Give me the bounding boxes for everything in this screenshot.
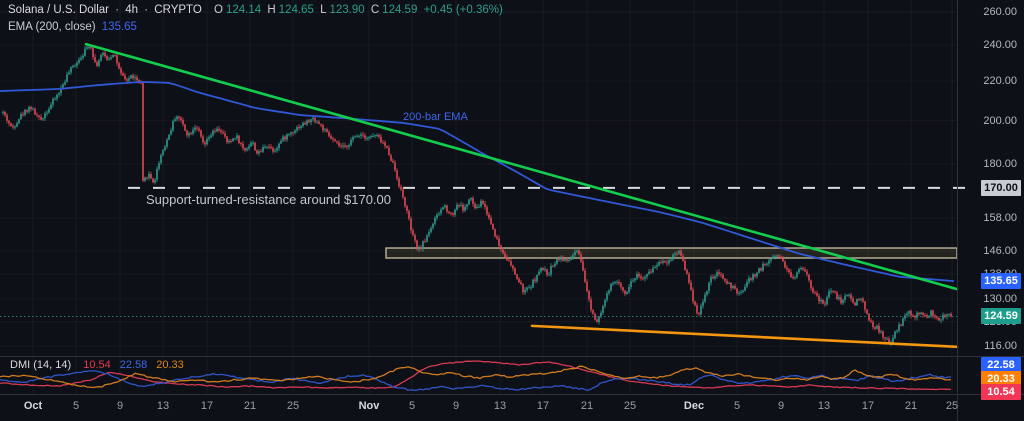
last-price-badge: 124.59 [981,308,1021,325]
symbol-title: Solana / U.S. Dollar [8,4,109,16]
time-tick-label: 5 [733,400,741,412]
high-label: H [267,4,276,16]
price-tick-label: 180.00 [983,158,1017,171]
time-axis[interactable]: Oct 5 9 13 17 21 25 Nov 5 9 13 17 21 25 Dec 5 9 13 17 21 25 [0,395,959,421]
open-value: 124.14 [225,4,262,16]
descending-resistance-trendline[interactable] [84,42,959,291]
price-tick-label: 130.00 [983,292,1017,305]
market-label: CRYPTO [154,4,202,16]
legend-separator: · [144,4,149,16]
price-tick-label: 158.00 [983,212,1017,225]
dmi-minus_di-line[interactable] [0,365,952,389]
low-label: L [320,4,327,16]
time-tick-label: 13 [156,400,170,412]
time-tick-label: 9 [777,400,785,412]
time-tick-label: 21 [580,400,594,412]
time-tick-label: 9 [116,400,124,412]
time-tick-label: 17 [200,400,214,412]
price-tick-label: 116.00 [984,340,1017,353]
supply-zone-box[interactable] [385,247,958,259]
dmi-legend-value: 22.58 [119,359,148,371]
price-tick-label: 220.00 [983,75,1017,88]
price-tick-label: 260.00 [983,6,1017,18]
ema-200-line[interactable] [0,81,955,282]
time-tick-label: 13 [817,400,831,412]
symbol-legend-row[interactable]: Solana / U.S. Dollar · 4h · CRYPTO O 124.… [8,4,506,16]
time-tick-label: Oct [23,400,43,412]
dmi-value-badge: 20.33 [981,370,1021,387]
time-tick-label: 9 [452,400,460,412]
time-tick-label: 13 [493,400,507,412]
dmi-plus_di-line[interactable] [0,370,951,391]
ema-indicator-value: 135.65 [101,21,137,33]
open-label: O [214,4,223,16]
dmi-legend-value: 10.54 [83,359,111,371]
time-tick-label: 17 [861,400,875,412]
high-value: 124.65 [278,4,314,16]
ema-legend-row[interactable]: EMA (200, close) 135.65 [8,21,140,33]
lower-support-trendline[interactable] [530,324,959,349]
ema-line-text-label[interactable]: 200-bar EMA [403,111,468,123]
resistance-annotation-text[interactable]: Support-turned-resistance around $170.00 [146,192,391,207]
ema-indicator-label: EMA (200, close) [8,21,96,33]
dmi-adx-line[interactable] [0,360,952,391]
time-tick-label: Dec [683,400,705,412]
legend-separator: · [115,4,120,16]
ema-price-badge: 135.65 [981,273,1021,290]
interval-label: 4h [125,4,139,16]
time-tick-label: 21 [904,400,918,412]
price-tick-label: 200.00 [983,114,1017,127]
change-value: +0.45 (+0.36%) [423,4,503,16]
time-tick-label: Nov [358,400,380,412]
candles-layer [2,44,952,346]
time-tick-label: 17 [536,400,550,412]
level-price-badge: 170.00 [981,179,1021,196]
time-tick-label: 25 [286,400,300,412]
close-label: C [370,4,380,16]
dmi-legend-value: 20.33 [156,359,184,371]
time-tick-label: 5 [408,400,416,412]
price-tick-label: 146.00 [983,244,1017,257]
price-tick-label: 240.00 [983,39,1017,52]
dmi-legend-row[interactable]: DMI (14, 14) 10.54 22.58 20.33 [10,359,193,371]
dmi-value-badge: 10.54 [981,384,1021,400]
low-value: 123.90 [329,4,365,16]
time-tick-label: 21 [243,400,257,412]
time-tick-label: 25 [945,400,959,412]
time-tick-label: 25 [623,400,637,412]
close-value: 124.59 [382,4,418,16]
time-tick-label: 5 [72,400,80,412]
dmi-value-badge: 22.58 [981,357,1021,373]
dmi-title: DMI (14, 14) [10,359,72,371]
